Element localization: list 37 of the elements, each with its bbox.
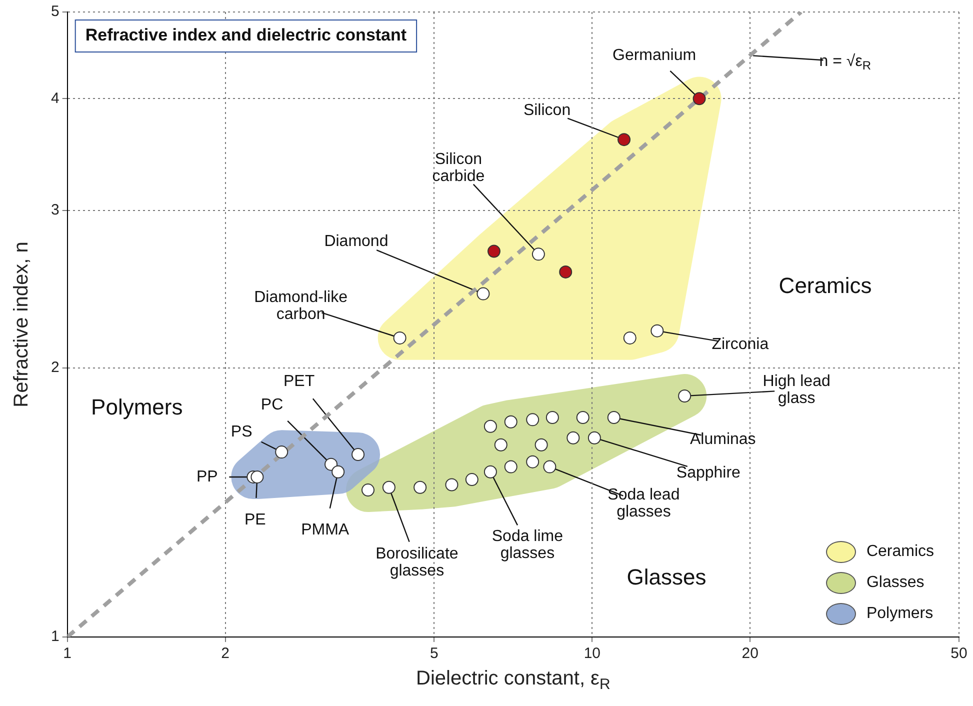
text: Polymers (866, 605, 934, 622)
annotation: Diamond (324, 233, 388, 250)
annotation: Zirconia (712, 336, 769, 354)
annotation: PE (244, 511, 266, 528)
text: Glasses (866, 574, 924, 591)
text: Refractive index and dielectric constant (85, 26, 407, 45)
annotation: Silicon carbide (432, 151, 485, 186)
x-tick-label: 20 (742, 645, 758, 662)
annotation: Germanium (612, 47, 696, 64)
annotation: PET (283, 372, 315, 390)
y-tick-label: 1 (51, 628, 60, 646)
y-tick-label: 3 (51, 202, 60, 219)
x-tick-label: 10 (584, 645, 601, 662)
annotation: Ceramics (778, 273, 872, 298)
annotation: Sapphire (676, 464, 741, 482)
x-tick-label: 2 (221, 645, 230, 662)
annotation: Soda lime glasses (492, 528, 564, 562)
annotation: PP (196, 468, 218, 486)
y-tick-label: 4 (51, 90, 60, 107)
y-tick-label: 5 (51, 3, 60, 20)
annotation: Glasses (626, 564, 706, 590)
annotation: Diamond-like carbon (254, 288, 348, 323)
annotation: Polymers (91, 394, 183, 420)
annotation: Silicon (523, 102, 571, 119)
annotation: High lead glass (762, 372, 830, 407)
y-axis-title: Refractive index, n (10, 242, 33, 408)
annotation: Borosilicate glasses (376, 545, 458, 580)
text: Ceramics (866, 543, 934, 560)
x-tick-label: 50 (950, 645, 968, 662)
annotation: PS (230, 423, 252, 440)
x-tick-label: 1 (63, 645, 72, 662)
x-tick-label: 5 (430, 645, 438, 662)
y-tick-label: 2 (51, 358, 60, 376)
annotation: Soda lead glasses (608, 486, 680, 521)
annotation: Aluminas (690, 430, 756, 448)
annotation: PC (260, 396, 284, 414)
annotation: PMMA (301, 521, 350, 538)
